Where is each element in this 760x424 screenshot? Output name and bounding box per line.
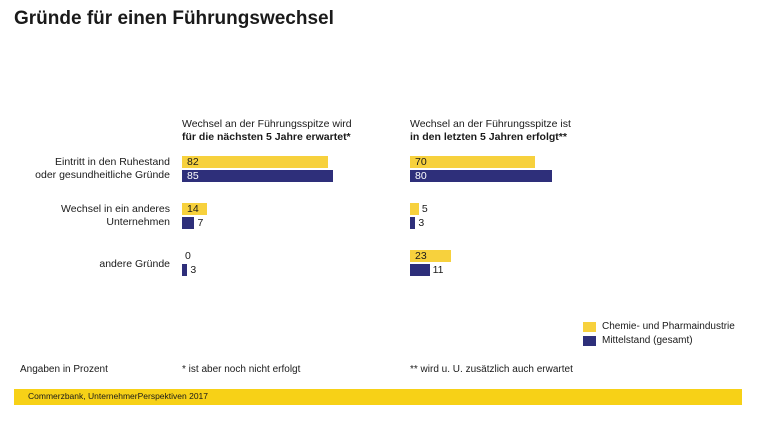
bar-p1-mittelstand-c2: [182, 217, 195, 229]
value-label-p2-chemie-c3: 23: [415, 250, 427, 262]
panel-1-heading-line1: Wechsel an der Führungsspitze wird: [182, 118, 352, 130]
panel-2-heading-line1: Wechsel an der Führungsspitze ist: [410, 118, 571, 130]
value-label-p1-mittelstand-c1: 85: [187, 170, 199, 182]
bar-p1-mittelstand-c3: [182, 264, 188, 276]
bar-p1-chemie-c2: [182, 203, 207, 215]
unit-note: Angaben in Prozent: [20, 364, 108, 375]
value-label-p1-mittelstand-c2: 7: [197, 217, 204, 229]
bar-p2-mittelstand-c3: [410, 264, 430, 276]
value-label-p2-chemie-c2: 5: [421, 203, 428, 215]
category-label-andere: andere Gründe: [99, 258, 170, 270]
panel-1-heading: Wechsel an der Führungsspitze wird für d…: [182, 118, 352, 144]
bar-p2-mittelstand-c2: [410, 217, 416, 229]
legend-swatch-chemie: [583, 322, 596, 332]
legend-swatch-mittelstand: [583, 336, 596, 346]
value-label-p1-chemie-c1: 82: [187, 156, 199, 168]
value-label-p1-mittelstand-c3: 3: [190, 264, 197, 276]
value-label-p1-chemie-c2: 14: [187, 203, 199, 215]
bar-p2-mittelstand-c1: [410, 170, 553, 182]
value-label-p2-mittelstand-c1: 80: [415, 170, 427, 182]
category-label-wechsel: Wechsel in ein anderes Unternehmen: [61, 203, 170, 228]
category-label-ruhestand: Eintritt in den Ruhestand oder gesundhei…: [35, 156, 170, 181]
footnote-1: * ist aber noch nicht erfolgt: [182, 364, 301, 375]
chart-title: Gründe für einen Führungswechsel: [14, 8, 334, 29]
footnote-2: ** wird u. U. zusätzlich auch erwartet: [410, 364, 573, 375]
panel-1-heading-line2: für die nächsten 5 Jahre erwartet*: [182, 131, 351, 143]
bar-p2-chemie-c3: [410, 250, 451, 262]
bar-p1-mittelstand-c1: [182, 170, 334, 182]
source-bar: Commerzbank, UnternehmerPerspektiven 201…: [14, 389, 742, 405]
value-label-p1-chemie-c3: 0: [185, 250, 191, 262]
value-label-p2-chemie-c1: 70: [415, 156, 427, 168]
bar-p2-chemie-c1: [410, 156, 535, 168]
bar-p2-chemie-c2: [410, 203, 419, 215]
panel-2-heading-line2: in den letzten 5 Jahren erfolgt**: [410, 131, 567, 143]
legend-label-mittelstand: Mittelstand (gesamt): [602, 335, 693, 346]
panel-2-heading: Wechsel an der Führungsspitze ist in den…: [410, 118, 571, 144]
value-label-p2-mittelstand-c3: 11: [432, 264, 444, 276]
bar-p1-chemie-c1: [182, 156, 328, 168]
source-text: Commerzbank, UnternehmerPerspektiven 201…: [28, 391, 209, 401]
legend-label-chemie: Chemie- und Pharmaindustrie: [602, 321, 735, 332]
value-label-p2-mittelstand-c2: 3: [418, 217, 425, 229]
